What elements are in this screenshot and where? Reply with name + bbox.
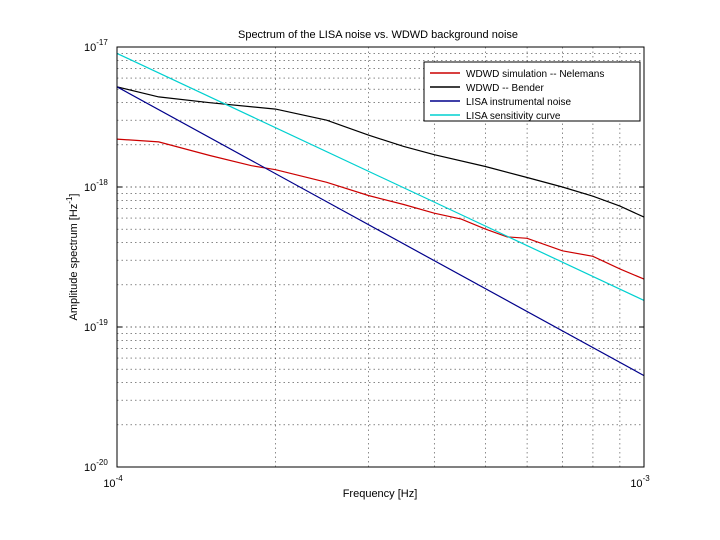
y-tick-label: 10-19 [84,318,108,334]
y-tick-base: 10 [84,322,96,334]
series-line-4 [116,52,645,301]
y-tick-exp: -18 [96,178,108,187]
y-tick-base: 10 [84,42,96,54]
legend: WDWD simulation -- Nelemans WDWD -- Bende… [423,61,641,122]
legend-label-4: LISA sensitivity curve [466,111,561,122]
y-axis-label: Amplitude spectrum [Hz-1] [65,194,80,321]
x-tick-exp: -4 [116,474,124,483]
y-tick-base: 10 [84,462,96,474]
series-line-3 [116,86,645,377]
y-tick-exp: -19 [96,318,108,327]
y-tick-label: 10-17 [84,38,108,54]
y-tick-label: 10-20 [84,458,108,474]
series-line-2 [116,86,645,218]
legend-box [423,61,641,122]
plot-area-frame [116,46,645,468]
chart-title: Spectrum of the LISA noise vs. WDWD back… [238,29,518,41]
series-line-1 [116,138,645,280]
x-tick-label: 10-4 [103,474,123,490]
x-axis-label: Frequency [Hz] [343,488,418,500]
x-tick-label: 10-3 [630,474,650,490]
legend-label-1: WDWD simulation -- Nelemans [466,69,604,80]
x-tick-exp: -3 [643,474,651,483]
y-tick-label: 10-18 [84,178,108,194]
y-tick-exp: -20 [96,458,108,467]
y-tick-exp: -17 [96,38,108,47]
data-series [116,52,645,377]
legend-label-2: WDWD -- Bender [466,83,544,94]
x-tick-base: 10 [630,478,642,490]
x-tick-base: 10 [103,478,115,490]
legend-label-3: LISA instrumental noise [466,97,571,108]
y-tick-base: 10 [84,182,96,194]
